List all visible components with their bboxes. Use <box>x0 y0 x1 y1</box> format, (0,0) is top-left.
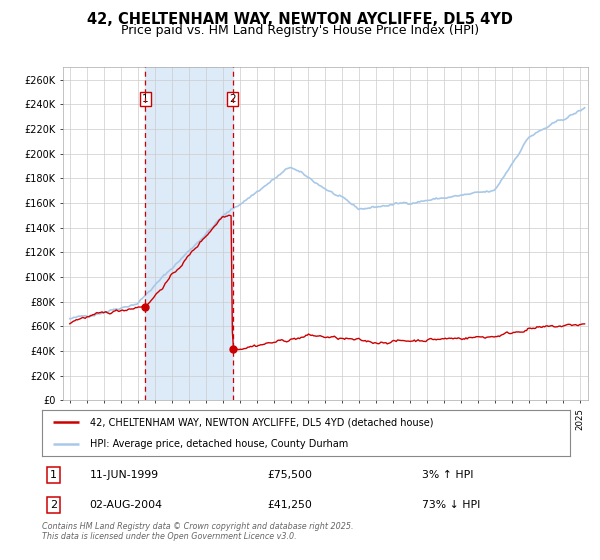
Text: 02-AUG-2004: 02-AUG-2004 <box>89 500 163 510</box>
Text: Contains HM Land Registry data © Crown copyright and database right 2025.
This d: Contains HM Land Registry data © Crown c… <box>42 522 353 542</box>
Text: 11-JUN-1999: 11-JUN-1999 <box>89 470 158 480</box>
Text: 42, CHELTENHAM WAY, NEWTON AYCLIFFE, DL5 4YD (detached house): 42, CHELTENHAM WAY, NEWTON AYCLIFFE, DL5… <box>89 417 433 427</box>
Text: 2: 2 <box>50 500 57 510</box>
Text: 1: 1 <box>50 470 57 480</box>
Text: HPI: Average price, detached house, County Durham: HPI: Average price, detached house, Coun… <box>89 440 348 450</box>
Text: £41,250: £41,250 <box>268 500 313 510</box>
Text: 2: 2 <box>229 94 236 104</box>
Text: Price paid vs. HM Land Registry's House Price Index (HPI): Price paid vs. HM Land Registry's House … <box>121 24 479 36</box>
Bar <box>145 67 233 400</box>
Text: 73% ↓ HPI: 73% ↓ HPI <box>422 500 481 510</box>
Text: £75,500: £75,500 <box>268 470 313 480</box>
Text: 3% ↑ HPI: 3% ↑ HPI <box>422 470 473 480</box>
Text: 42, CHELTENHAM WAY, NEWTON AYCLIFFE, DL5 4YD: 42, CHELTENHAM WAY, NEWTON AYCLIFFE, DL5… <box>87 12 513 27</box>
Text: 1: 1 <box>142 94 149 104</box>
